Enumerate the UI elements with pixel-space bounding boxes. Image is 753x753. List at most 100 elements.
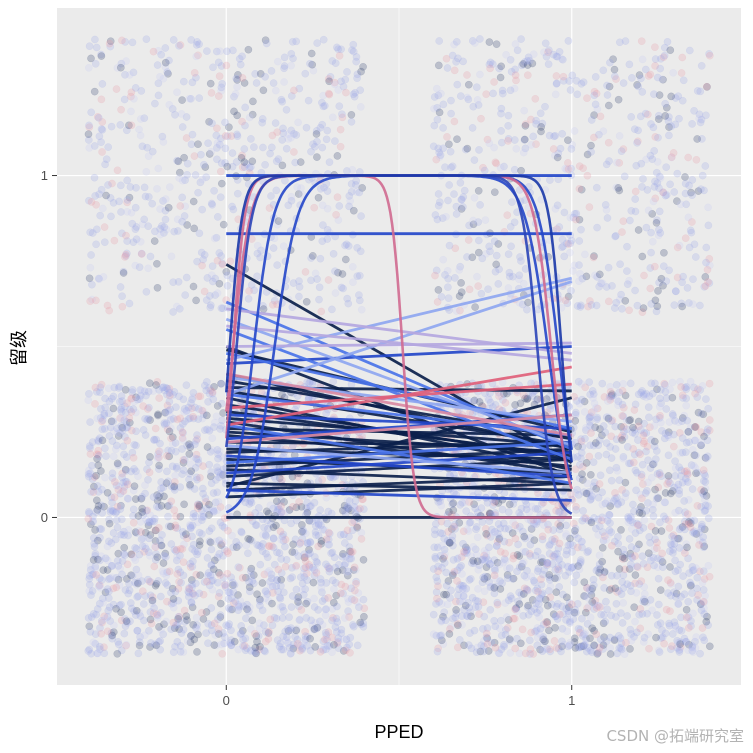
jitter-point	[654, 600, 663, 609]
jitter-point	[210, 641, 219, 649]
jitter-point	[101, 403, 110, 412]
jitter-point	[564, 136, 572, 145]
jitter-point	[329, 614, 337, 622]
jitter-point	[433, 543, 442, 552]
jitter-point	[669, 411, 677, 420]
jitter-point	[272, 186, 281, 195]
jitter-point	[435, 108, 444, 117]
jitter-point	[303, 539, 312, 547]
jitter-point	[580, 641, 588, 650]
jitter-point	[296, 538, 305, 547]
jitter-point	[156, 447, 165, 456]
jitter-point	[324, 594, 333, 602]
jitter-point	[552, 72, 561, 80]
jitter-point	[86, 469, 95, 478]
jitter-point	[270, 560, 279, 569]
jitter-point	[150, 514, 159, 523]
jitter-point	[259, 305, 268, 313]
jitter-point	[642, 393, 651, 402]
jitter-point	[678, 53, 687, 62]
jitter-point	[298, 645, 306, 654]
jitter-point	[571, 416, 580, 425]
jitter-point	[307, 276, 315, 285]
jitter-point	[204, 397, 212, 406]
jitter-point	[282, 144, 291, 153]
jitter-point	[653, 544, 661, 552]
jitter-point	[318, 143, 327, 152]
jitter-point	[157, 625, 165, 634]
jitter-point	[216, 167, 225, 176]
jitter-point	[119, 269, 128, 277]
jitter-point	[111, 535, 120, 544]
jitter-point	[131, 528, 140, 536]
jitter-point	[199, 462, 207, 470]
jitter-point	[189, 412, 198, 421]
y-tick-label: 0	[41, 510, 48, 525]
jitter-point	[273, 508, 281, 517]
jitter-point	[137, 528, 145, 536]
jitter-point	[333, 618, 342, 626]
jitter-point	[701, 282, 710, 290]
jitter-point	[161, 195, 170, 203]
jitter-point	[305, 561, 314, 569]
jitter-point	[333, 152, 342, 160]
jitter-point	[227, 641, 236, 650]
jitter-point	[198, 406, 207, 415]
jitter-point	[477, 289, 486, 298]
jitter-point	[261, 531, 270, 539]
jitter-point	[141, 544, 150, 553]
jitter-point	[116, 489, 125, 498]
jitter-point	[584, 594, 592, 602]
jitter-point	[619, 217, 628, 226]
jitter-point	[256, 560, 265, 569]
jitter-point	[637, 37, 646, 46]
jitter-point	[172, 512, 180, 521]
jitter-point	[248, 616, 257, 625]
jitter-point	[321, 605, 330, 614]
jitter-point	[439, 255, 448, 264]
jitter-point	[350, 502, 359, 511]
jitter-point	[176, 483, 185, 491]
jitter-point	[465, 576, 474, 584]
jitter-point	[536, 109, 545, 118]
jitter-point	[187, 94, 195, 103]
jitter-point	[134, 578, 142, 587]
jitter-point	[220, 545, 229, 554]
jitter-point	[273, 636, 282, 644]
jitter-point	[265, 204, 274, 212]
jitter-point	[213, 155, 221, 164]
jitter-point	[249, 646, 257, 655]
jitter-point	[601, 514, 609, 523]
jitter-point	[153, 283, 162, 292]
jitter-point	[697, 524, 706, 533]
jitter-point	[163, 68, 172, 76]
jitter-point	[492, 251, 501, 260]
jitter-point	[599, 127, 608, 136]
jitter-point	[91, 192, 100, 200]
jitter-point	[188, 521, 197, 530]
jitter-point	[116, 181, 125, 190]
jitter-point	[433, 594, 441, 603]
jitter-point	[243, 644, 251, 653]
jitter-point	[245, 587, 254, 596]
jitter-point	[330, 553, 339, 562]
jitter-point	[354, 506, 363, 514]
jitter-point	[337, 45, 345, 54]
jitter-point	[521, 121, 530, 130]
jitter-point	[182, 273, 191, 282]
jitter-point	[679, 272, 687, 281]
jitter-point	[331, 137, 339, 145]
jitter-point	[433, 115, 442, 124]
jitter-point	[259, 530, 267, 539]
jitter-point	[193, 550, 201, 559]
jitter-point	[171, 447, 180, 456]
jitter-point	[163, 401, 172, 410]
jitter-point	[670, 301, 679, 309]
jitter-point	[509, 551, 518, 560]
jitter-point	[563, 627, 571, 636]
jitter-point	[160, 419, 169, 427]
jitter-point	[267, 570, 276, 579]
jitter-point	[631, 617, 639, 626]
jitter-point	[338, 552, 347, 561]
jitter-point	[195, 589, 204, 598]
